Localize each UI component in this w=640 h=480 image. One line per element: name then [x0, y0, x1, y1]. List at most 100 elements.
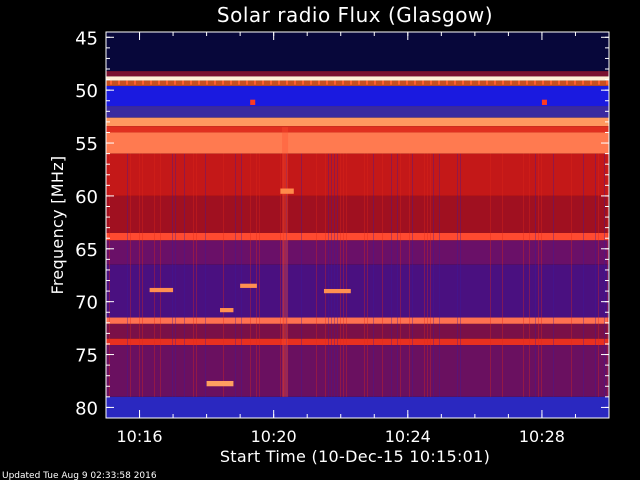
band-6	[106, 117, 609, 127]
streak	[184, 153, 185, 397]
band-8	[106, 132, 609, 154]
band-2	[106, 76, 609, 81]
dot	[422, 80, 424, 85]
streak	[343, 153, 344, 397]
y-tick-label: 70	[75, 293, 98, 314]
dot	[198, 80, 200, 85]
streak	[286, 153, 287, 397]
dot	[286, 80, 288, 85]
band-15	[106, 323, 609, 339]
streak	[400, 153, 401, 397]
streak	[337, 153, 338, 397]
streak	[139, 153, 140, 397]
dot	[542, 80, 544, 85]
streak	[172, 153, 173, 397]
streak	[160, 153, 161, 397]
band-5	[106, 106, 609, 118]
feature-5	[220, 308, 234, 313]
dot	[302, 80, 304, 85]
streak	[457, 153, 458, 397]
dot	[366, 80, 368, 85]
y-axis-label: Frequency [MHz]	[48, 156, 67, 295]
streak	[223, 153, 224, 397]
burst-column	[282, 127, 289, 397]
dot	[550, 80, 552, 85]
dot	[598, 80, 600, 85]
x-tick-label: 10:16	[116, 427, 162, 446]
x-axis-label: Start Time (10-Dec-15 10:15:01)	[220, 447, 490, 466]
band-9	[106, 153, 609, 196]
dot	[134, 80, 136, 85]
dot	[470, 80, 472, 85]
y-tick-label: 45	[75, 28, 98, 49]
dot	[222, 80, 224, 85]
dot	[606, 80, 608, 85]
dot	[534, 80, 536, 85]
dot	[574, 80, 576, 85]
dot	[414, 80, 416, 85]
streak	[571, 153, 572, 397]
x-tick-label: 10:20	[251, 427, 297, 446]
streak	[127, 153, 128, 397]
streak	[196, 153, 197, 397]
streak	[256, 153, 257, 397]
band-4	[106, 85, 609, 107]
band-18	[106, 396, 609, 418]
y-tick-label: 80	[75, 398, 98, 419]
streak	[412, 153, 413, 397]
streak	[334, 153, 335, 397]
feature-6	[240, 283, 257, 288]
streak	[397, 153, 398, 397]
streak	[490, 153, 491, 397]
streak	[109, 153, 110, 397]
dot	[526, 80, 528, 85]
streak	[142, 153, 143, 397]
streak	[604, 153, 605, 397]
dot	[486, 80, 488, 85]
dot	[406, 80, 408, 85]
dot	[206, 80, 208, 85]
dot	[494, 80, 496, 85]
x-tick-label: 10:24	[385, 427, 431, 446]
dot	[246, 80, 248, 85]
feature-2	[541, 99, 547, 105]
dot	[430, 80, 432, 85]
streak	[316, 153, 317, 397]
streak	[130, 153, 131, 397]
band-10	[106, 195, 609, 233]
dot	[158, 80, 160, 85]
band-13	[106, 264, 609, 318]
streak	[259, 153, 260, 397]
streak	[340, 153, 341, 397]
dot	[446, 80, 448, 85]
feature-1	[250, 99, 256, 105]
streak	[175, 153, 176, 397]
x-tick-label: 10:28	[519, 427, 565, 446]
dot	[110, 80, 112, 85]
dot	[174, 80, 176, 85]
dot	[566, 80, 568, 85]
y-tick-label: 75	[75, 346, 98, 367]
dot	[510, 80, 512, 85]
streak	[154, 153, 155, 397]
streak	[502, 153, 503, 397]
chart-title: Solar radio Flux (Glasgow)	[217, 3, 493, 27]
line-dots	[110, 80, 608, 85]
streak	[409, 153, 410, 397]
y-tick-label: 60	[75, 187, 98, 208]
streak	[583, 153, 584, 397]
dot	[398, 80, 400, 85]
streak	[331, 153, 332, 397]
band-14	[106, 317, 609, 324]
dot	[310, 80, 312, 85]
dot	[278, 80, 280, 85]
streak	[538, 153, 539, 397]
dot	[382, 80, 384, 85]
dot	[582, 80, 584, 85]
band-11	[106, 232, 609, 241]
streak	[325, 153, 326, 397]
dot	[262, 80, 264, 85]
streak	[460, 153, 461, 397]
dot	[190, 80, 192, 85]
dot	[342, 80, 344, 85]
